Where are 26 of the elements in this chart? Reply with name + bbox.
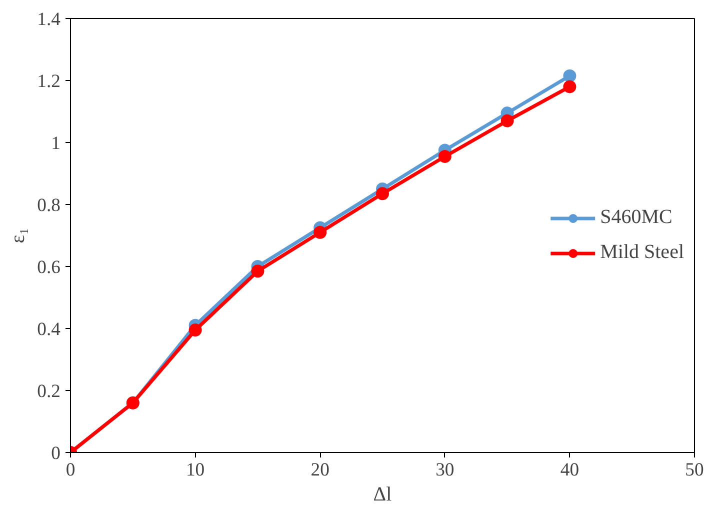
y-tick-label: 0.4 [37, 319, 62, 340]
point [376, 187, 389, 200]
y-tick-label: 0 [51, 443, 60, 464]
point [563, 69, 576, 82]
x-tick-label: 30 [436, 460, 454, 480]
x-axis-title: Δl [373, 484, 392, 506]
legend-label: Mild Steel [600, 241, 684, 264]
y-tick-label: 1.4 [37, 9, 62, 30]
x-tick-label: 50 [685, 460, 704, 480]
y-tick-label: 0.8 [37, 195, 61, 216]
point [314, 226, 327, 239]
x-tick-label: 40 [560, 460, 580, 480]
y-tick-label: 1 [51, 133, 60, 154]
point [438, 150, 452, 163]
y-tick-label: 0.6 [37, 257, 61, 278]
y-tick-label: 1.2 [37, 71, 61, 92]
point [251, 264, 264, 278]
x-tick-label: 10 [186, 460, 205, 480]
point [188, 324, 202, 337]
y-axis-title: ε₁ [7, 228, 30, 244]
point [563, 80, 576, 94]
x-tick-label: 0 [66, 460, 76, 480]
point [500, 114, 514, 128]
y-tick-label: 0.2 [37, 381, 61, 402]
x-tick-label: 20 [310, 460, 330, 480]
legend-label: S460MC [600, 206, 672, 229]
